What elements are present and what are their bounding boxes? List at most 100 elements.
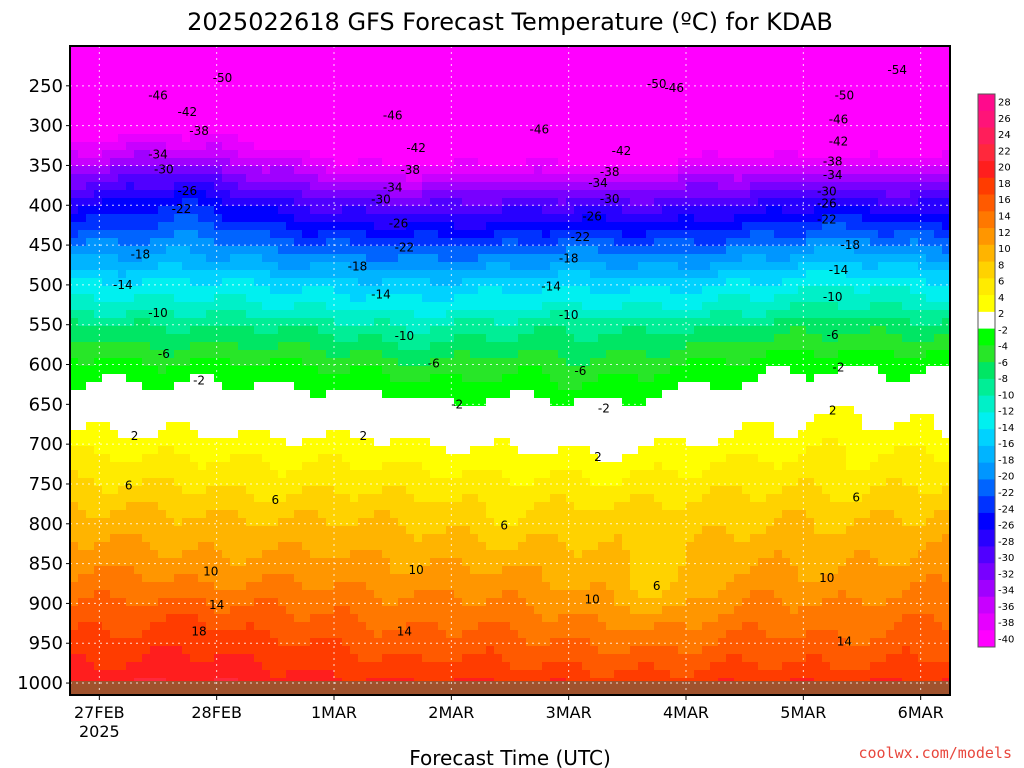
- colorbar-swatch: [978, 177, 995, 195]
- contour-label: 2: [360, 429, 368, 443]
- contour-label: -38: [189, 124, 209, 138]
- colorbar-swatch: [978, 412, 995, 430]
- colorbar-tick-label: 6: [998, 277, 1004, 288]
- colorbar-tick-label: 10: [998, 244, 1011, 255]
- contour-label: -46: [664, 81, 684, 95]
- colorbar-swatch: [978, 194, 995, 212]
- colorbar-tick-label: -24: [998, 504, 1014, 515]
- colorbar-tick-label: 20: [998, 163, 1011, 174]
- contour-label: -2: [833, 361, 845, 375]
- contour-label: -34: [148, 147, 168, 161]
- contour-label: -14: [829, 263, 849, 277]
- colorbar-swatch: [978, 630, 995, 648]
- contour-label: -26: [817, 197, 837, 211]
- colorbar-swatch: [978, 345, 995, 363]
- colorbar-swatch: [978, 228, 995, 246]
- colorbar-swatch: [978, 161, 995, 179]
- contour-label: 6: [500, 518, 508, 532]
- x-tick-label: 1MAR: [311, 703, 357, 722]
- x-tick-label: 6MAR: [898, 703, 944, 722]
- colorbar-tick-label: -28: [998, 537, 1014, 548]
- colorbar-swatch: [978, 496, 995, 514]
- colorbar-tick-label: 22: [998, 146, 1011, 157]
- contour-label: -30: [600, 192, 620, 206]
- plot-frame: [69, 45, 951, 696]
- colorbar-tick-label: 8: [998, 260, 1004, 271]
- x-tick-label: 3MAR: [546, 703, 592, 722]
- contour-label: -22: [571, 230, 591, 244]
- contour-label: -42: [178, 105, 198, 119]
- colorbar-tick-label: -12: [998, 407, 1014, 418]
- colorbar-swatch: [978, 311, 995, 330]
- colorbar-swatch: [978, 328, 995, 346]
- colorbar-swatch: [978, 546, 995, 564]
- contour-label: -6: [574, 364, 586, 378]
- contour-label: -22: [172, 202, 192, 216]
- colorbar-tick-label: -18: [998, 455, 1014, 466]
- contour-label: 6: [272, 493, 280, 507]
- y-tick-label: 250: [29, 76, 63, 97]
- contour-label: -38: [600, 165, 620, 179]
- contour-label: -18: [348, 260, 368, 274]
- temperature-field: [70, 46, 950, 695]
- colorbar-tick-label: 18: [998, 179, 1011, 190]
- contour-label: -18: [131, 248, 151, 262]
- contour-label: 14: [397, 624, 412, 638]
- contour-label: -50: [647, 77, 667, 91]
- contour-label: 14: [209, 598, 224, 612]
- contour-labels: -54-50 -50-50-46-46-46-46-46-42-42 -42-42-…: [113, 63, 907, 649]
- contour-label: 10: [203, 565, 218, 579]
- colorbar-tick-label: -38: [998, 618, 1014, 629]
- contour-label: 2: [131, 429, 139, 443]
- contour-label: -30: [154, 162, 174, 176]
- contour-label: -30: [371, 193, 391, 207]
- colorbar-swatch: [978, 211, 995, 229]
- colorbar-tick-label: -6: [998, 358, 1008, 369]
- y-tick-label: 900: [29, 593, 63, 614]
- contour-label: -46: [383, 108, 403, 122]
- contour-label: -18: [559, 252, 579, 266]
- y-tick-label: 800: [29, 514, 63, 535]
- x-tick-label: 5MAR: [780, 703, 826, 722]
- x-tick-sublabel: 2025: [79, 722, 120, 741]
- colorbar-swatch: [978, 596, 995, 614]
- credit-text[interactable]: coolwx.com/models: [858, 744, 1012, 762]
- colorbar-swatch: [978, 479, 995, 497]
- colorbar-tick-label: -16: [998, 439, 1014, 450]
- colorbar-tick-label: -20: [998, 472, 1014, 483]
- colorbar-tick-label: 28: [998, 98, 1011, 109]
- colorbar-swatch: [978, 429, 995, 447]
- contour-label: -30: [817, 185, 837, 199]
- contour-label: -38: [400, 163, 420, 177]
- contour-label: -50: [835, 88, 855, 102]
- contour-label: -22: [817, 213, 837, 227]
- contour-label: -10: [395, 329, 415, 343]
- contour-label: -34: [823, 168, 843, 182]
- contour-label: -42: [406, 141, 426, 155]
- contour-label: -10: [148, 306, 168, 320]
- y-axis: 250 300 350 400 450 500 550 600 650 700 750 800 850 9…: [17, 76, 70, 694]
- y-tick-label: 850: [29, 554, 63, 575]
- colorbar-tick-label: -4: [998, 342, 1008, 353]
- y-tick-label: 1000: [17, 673, 63, 694]
- colorbar-swatch: [978, 244, 995, 262]
- x-tick-label: 2MAR: [428, 703, 474, 722]
- contour-label: -10: [559, 308, 579, 322]
- colorbar-swatch: [978, 94, 995, 112]
- colorbar-swatch: [978, 362, 995, 380]
- colorbar-tick-label: 24: [998, 130, 1011, 141]
- contour-label: 6: [852, 491, 860, 505]
- colorbar-tick-label: -22: [998, 488, 1014, 499]
- ground-strip: [70, 681, 950, 695]
- colorbar-swatch: [978, 579, 995, 598]
- contour-label: -14: [541, 279, 561, 293]
- colorbar-swatch: [978, 295, 995, 313]
- y-tick-label: 300: [29, 116, 63, 137]
- colorbar-tick-label: 4: [998, 293, 1004, 304]
- contour-label: 6: [125, 479, 133, 493]
- x-tick-label: 4MAR: [663, 703, 709, 722]
- colorbar-swatch: [978, 512, 995, 531]
- contour-label: -6: [428, 357, 440, 371]
- colorbar-tick-label: -14: [998, 423, 1014, 434]
